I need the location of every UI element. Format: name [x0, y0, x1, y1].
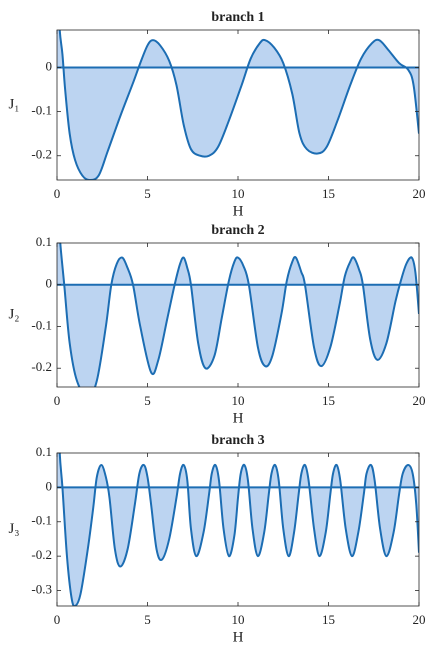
- x-tick-label: 20: [413, 393, 426, 408]
- y-axis-label: J₁: [8, 96, 19, 112]
- x-axis-label: H: [233, 629, 244, 645]
- plot-area: [57, 453, 419, 606]
- x-tick-label: 5: [144, 393, 151, 408]
- axes-bg: [57, 453, 419, 606]
- x-tick-label: 20: [413, 186, 426, 201]
- y-tick-label: 0: [46, 276, 53, 291]
- x-tick-label: 10: [232, 612, 245, 627]
- x-tick-label: 15: [322, 393, 335, 408]
- y-tick-label: -0.2: [31, 547, 52, 562]
- y-tick-label: 0.1: [36, 444, 52, 459]
- x-tick-label: 5: [144, 612, 151, 627]
- chart-title: branch 2: [211, 223, 264, 238]
- y-tick-label: -0.2: [31, 147, 52, 162]
- y-tick-label: 0.1: [36, 234, 52, 249]
- area-fill: [57, 453, 419, 606]
- x-axis-label: H: [233, 410, 244, 426]
- curve: [58, 453, 419, 606]
- y-tick-label: 0: [46, 58, 53, 73]
- x-tick-label: 0: [54, 186, 61, 201]
- x-tick-label: 10: [232, 186, 245, 201]
- curve: [59, 243, 419, 387]
- x-axis-label: H: [233, 203, 244, 219]
- y-tick-label: -0.2: [31, 359, 52, 374]
- chart-title: branch 3: [211, 433, 264, 448]
- y-axis-label: J₂: [8, 306, 19, 322]
- y-tick-label: -0.3: [31, 582, 52, 597]
- y-tick-label: -0.1: [31, 317, 52, 332]
- x-tick-label: 0: [54, 393, 61, 408]
- x-tick-label: 15: [322, 186, 335, 201]
- x-tick-label: 15: [322, 612, 335, 627]
- y-tick-label: 0: [46, 478, 53, 493]
- y-tick-label: -0.1: [31, 103, 52, 118]
- x-tick-label: 20: [413, 612, 426, 627]
- x-tick-label: 0: [54, 612, 61, 627]
- y-tick-label: -0.1: [31, 513, 52, 528]
- chart-title: branch 1: [211, 10, 264, 25]
- x-tick-label: 5: [144, 186, 151, 201]
- y-axis-label: J₃: [8, 521, 19, 537]
- plot-area: [57, 243, 419, 387]
- x-tick-label: 10: [232, 393, 245, 408]
